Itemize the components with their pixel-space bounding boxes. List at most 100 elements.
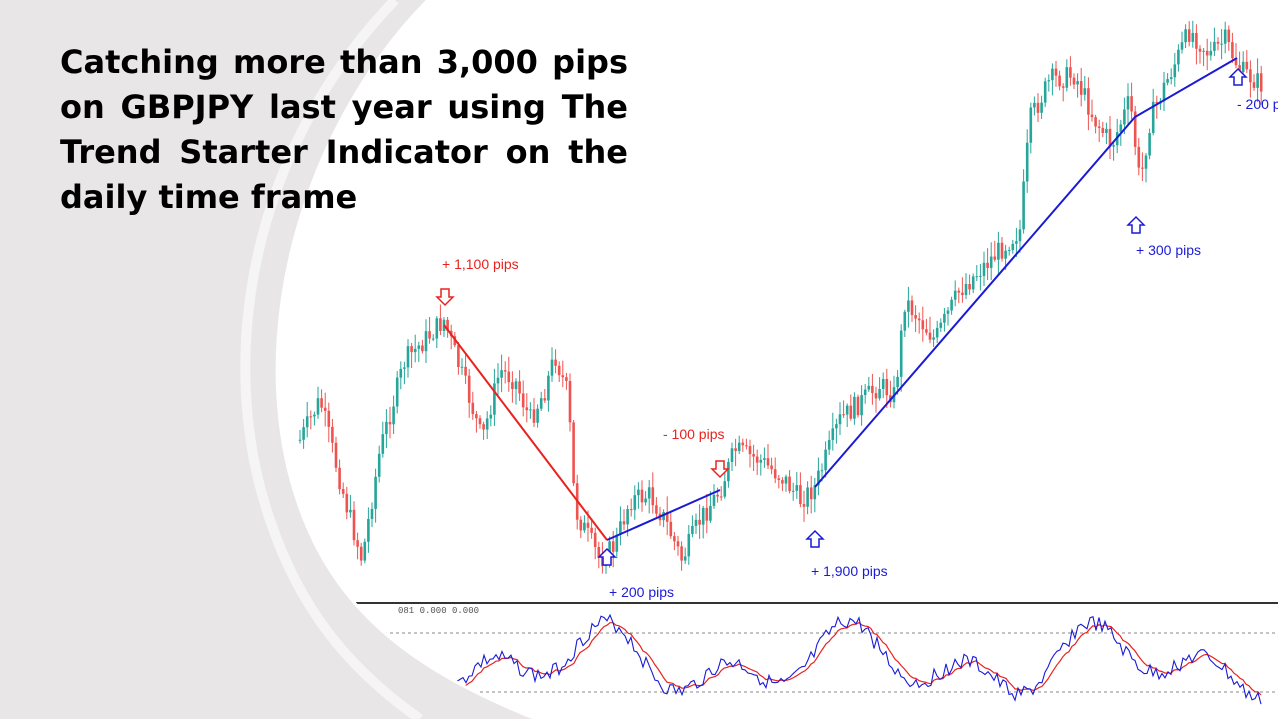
candle-body [1205, 50, 1209, 56]
candle-body [583, 522, 586, 531]
candle-body [734, 448, 737, 451]
candle-body [921, 320, 925, 330]
trend-lines [443, 57, 1238, 541]
candle-body [770, 465, 773, 470]
candle-body [853, 396, 856, 419]
candle-body [1011, 243, 1015, 251]
candle-body [817, 470, 820, 486]
candle-body [1040, 102, 1043, 113]
candle-body [946, 310, 950, 314]
candle-body [345, 493, 349, 513]
candle-body [561, 375, 565, 378]
buy-arrow-icon [805, 529, 825, 548]
candle-body [763, 458, 766, 460]
candle-body [644, 498, 647, 503]
candle-body [579, 519, 583, 531]
candle-body [521, 393, 525, 408]
candle-body [457, 345, 460, 368]
candle-body [1036, 102, 1040, 113]
candle-body [1025, 142, 1029, 182]
candle-body [781, 480, 784, 484]
candle-body [1249, 69, 1252, 83]
candle-body [399, 368, 403, 378]
candle-body [1148, 133, 1151, 156]
candle-body [1227, 29, 1231, 43]
candle-body [1144, 155, 1148, 169]
candle-body [953, 290, 957, 300]
signal-label-buy-2: + 1,900 pips [811, 563, 888, 579]
candle-body [1123, 109, 1126, 125]
candle-body [489, 414, 493, 419]
candle-body [349, 509, 352, 513]
candle-body [856, 396, 860, 416]
candle-body [615, 534, 619, 552]
candle-body [460, 366, 464, 368]
candle-body [525, 407, 529, 411]
candle-body [507, 371, 511, 383]
candle-body [766, 458, 770, 466]
candle-body [737, 442, 741, 451]
candle-body [431, 338, 435, 340]
candle-body [777, 478, 781, 481]
candle-body [907, 300, 910, 312]
candle-body [806, 487, 809, 507]
candle-body [925, 329, 928, 333]
candle-body [557, 365, 561, 376]
headline: Catching more than 3,000 pips on GBPJPY … [60, 43, 628, 216]
candle-body [662, 512, 665, 521]
candle-body [327, 410, 331, 427]
candle-body [410, 346, 413, 353]
candle-body [539, 398, 543, 409]
candle-body [795, 485, 799, 491]
candle-body [597, 546, 601, 558]
candle-body [1234, 58, 1238, 66]
candle-body [932, 337, 935, 340]
candle-body [1029, 107, 1033, 143]
candle-body [1105, 128, 1108, 133]
candle-body [773, 469, 777, 479]
candle-body [712, 494, 716, 506]
candle-body [395, 377, 399, 407]
candle-body [1256, 73, 1259, 88]
candle-body [694, 519, 698, 526]
candle-body [392, 406, 395, 425]
sell-trend-line-1 [443, 324, 608, 541]
candle-body [511, 382, 514, 390]
candle-body [1187, 29, 1191, 42]
candle-body [1094, 117, 1097, 127]
candle-body [1173, 64, 1177, 78]
candle-body [1133, 111, 1137, 147]
candle-body [975, 276, 979, 278]
candle-body [323, 407, 327, 411]
candle-body [421, 345, 424, 352]
candle-body [986, 262, 989, 268]
signal-arrows [435, 67, 1248, 566]
candle-body [752, 454, 755, 457]
candle-body [791, 490, 795, 492]
candle-body [1108, 128, 1112, 147]
candle-body [370, 508, 374, 519]
candle-body [687, 533, 691, 557]
candle-body [572, 422, 575, 484]
signal-label-buy-3: + 300 pips [1136, 242, 1201, 258]
buy-trend-line-2 [814, 57, 1238, 488]
candle-body [820, 470, 824, 472]
candle-body [428, 331, 431, 339]
candle-body [1022, 181, 1025, 230]
candle-body [1245, 61, 1249, 70]
signal-label-sell-1: + 1,100 pips [442, 256, 519, 272]
candle-body [446, 319, 449, 331]
candle-body [989, 256, 993, 268]
candle-body [863, 389, 867, 396]
candle-body [899, 330, 903, 377]
candle-body [1162, 82, 1166, 102]
candle-body [827, 439, 831, 450]
candle-body [1069, 67, 1072, 78]
candle-body [611, 541, 615, 552]
candle-body [565, 377, 568, 381]
candle-body [982, 262, 986, 276]
candle-body [1191, 32, 1195, 42]
candle-body [518, 381, 521, 394]
candle-body [593, 532, 597, 547]
candle-body [1220, 43, 1223, 45]
